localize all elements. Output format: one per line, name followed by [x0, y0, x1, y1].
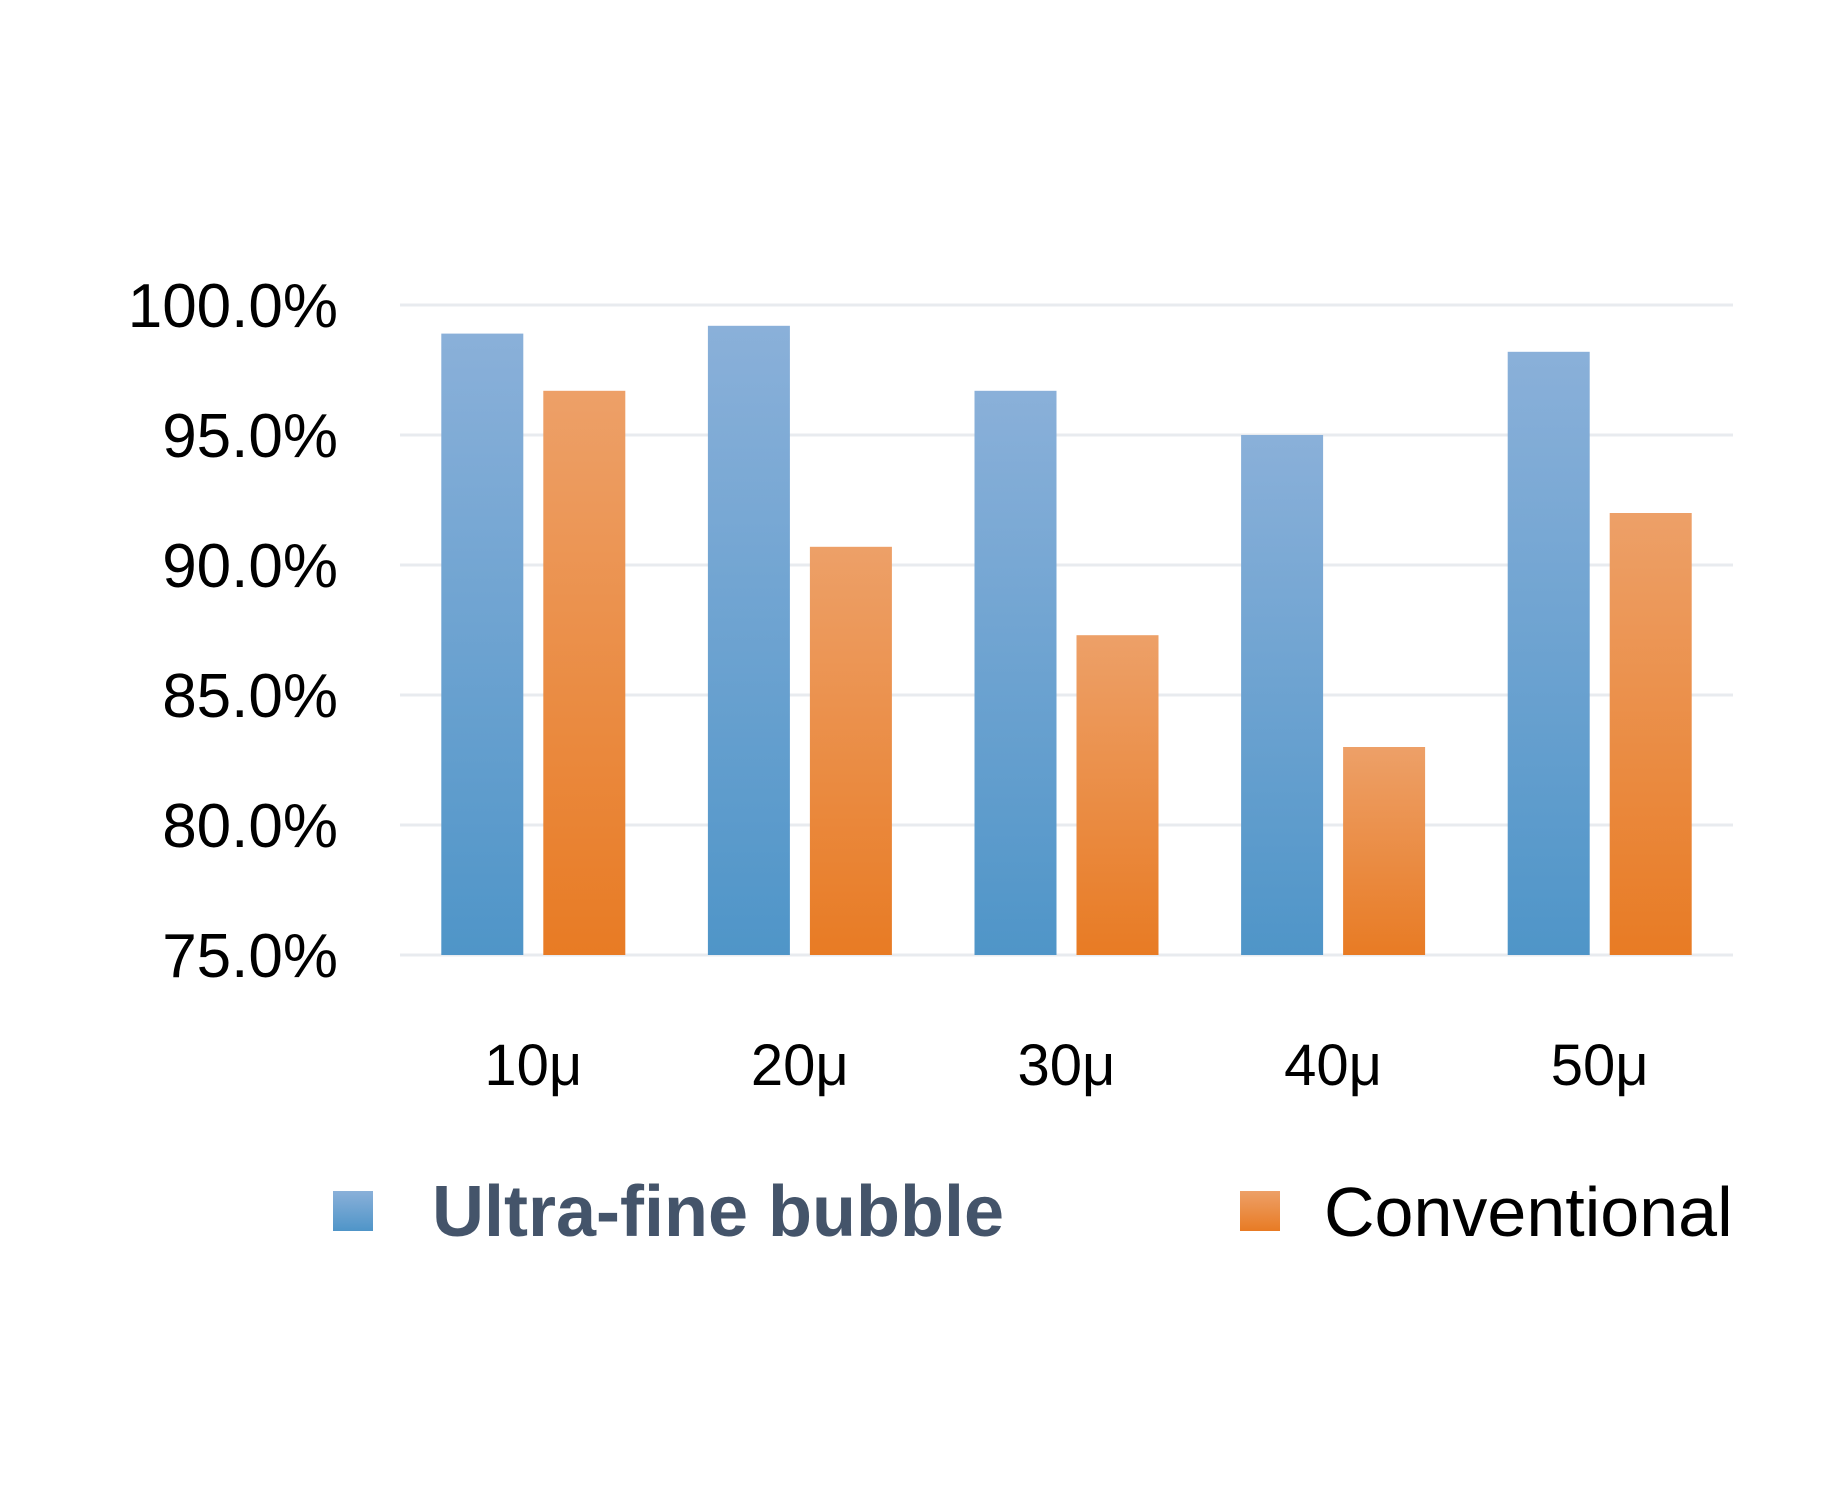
- bar-ultra-fine-bubble: [1507, 351, 1590, 955]
- legend-label-ultra-fine-bubble: Ultra-fine bubble: [432, 1172, 1004, 1252]
- y-tick-label: 90.0%: [162, 532, 338, 601]
- y-axis-tick-labels: 75.0% 80.0% 85.0% 90.0% 95.0% 100.0%: [128, 272, 338, 991]
- y-tick-label: 85.0%: [162, 662, 338, 731]
- x-tick-label: 20μ: [751, 1033, 849, 1098]
- x-tick-label: 10μ: [484, 1033, 582, 1098]
- legend-swatch-ultra-fine-bubble: [333, 1191, 373, 1231]
- bar-ultra-fine-bubble: [707, 325, 790, 955]
- bar-conventional: [1609, 513, 1692, 955]
- x-tick-label: 40μ: [1284, 1033, 1382, 1098]
- legend-label-conventional: Conventional: [1324, 1173, 1733, 1251]
- y-tick-label: 100.0%: [128, 272, 338, 341]
- bar-conventional: [1076, 635, 1159, 955]
- y-tick-label: 80.0%: [162, 792, 338, 861]
- bar-ultra-fine-bubble: [974, 390, 1057, 955]
- x-axis-tick-labels: 10μ 20μ 30μ 40μ 50μ: [484, 1033, 1648, 1098]
- y-tick-label: 95.0%: [162, 402, 338, 471]
- bars: [441, 325, 1692, 956]
- bar-conventional: [1343, 747, 1426, 955]
- x-tick-label: 50μ: [1551, 1033, 1649, 1098]
- bar-conventional: [809, 546, 892, 955]
- legend-swatch-conventional: [1240, 1191, 1280, 1231]
- y-tick-label: 75.0%: [162, 922, 338, 991]
- bar-ultra-fine-bubble: [441, 333, 524, 956]
- bar-conventional: [543, 390, 626, 955]
- bar-ultra-fine-bubble: [1241, 435, 1324, 955]
- x-tick-label: 30μ: [1018, 1033, 1116, 1098]
- legend: Ultra-fine bubble Conventional: [333, 1172, 1733, 1252]
